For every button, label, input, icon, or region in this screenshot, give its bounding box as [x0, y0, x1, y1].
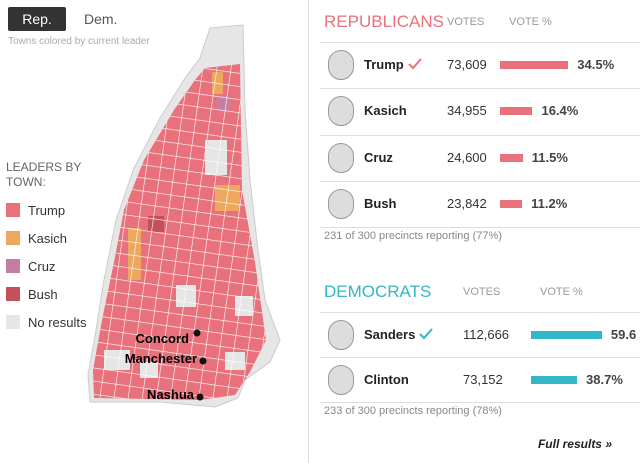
city-label: Concord [135, 331, 189, 346]
candidate-name: Clinton [364, 371, 409, 387]
legend-swatch [6, 315, 20, 329]
dem-tab[interactable]: Dem. [84, 11, 118, 27]
winner-check [419, 327, 434, 339]
avatar [328, 142, 354, 173]
section-title: REPUBLICANS [324, 12, 444, 31]
legend-title: LEADERS BY TOWN: [6, 160, 82, 189]
map [87, 24, 281, 408]
row-rule [320, 134, 640, 136]
vote-bar [531, 330, 602, 339]
row-rule [320, 227, 640, 229]
legend-label: Trump [28, 203, 66, 218]
candidate-name: Cruz [364, 149, 393, 165]
vote-pct: 34.5% [577, 57, 615, 73]
row-rule [320, 312, 640, 313]
votes: 73,609 [447, 57, 487, 73]
row-rule [320, 357, 640, 358]
row-rule [320, 88, 640, 90]
reporting: 233 of 300 precincts reporting (78%) [324, 405, 502, 417]
rep-tab[interactable]: Rep. [8, 7, 66, 31]
section-title: DEMOCRATS [324, 282, 432, 301]
candidate-name: Trump [364, 57, 422, 72]
legend-swatch [6, 259, 20, 273]
winner-check [408, 58, 422, 70]
column-header: VOTE % [540, 286, 583, 298]
legend-swatch [6, 231, 20, 245]
vote-pct: 38.7% [586, 371, 623, 387]
candidate-name: Bush [364, 196, 397, 212]
legend-label: No results [28, 315, 87, 330]
legend-label: Kasich [28, 231, 68, 246]
votes: 23,842 [447, 196, 487, 212]
column-header: VOTES [447, 16, 485, 28]
legend-label: Bush [28, 287, 58, 302]
candidate-name: Sanders [364, 327, 434, 342]
votes: 112,666 [463, 326, 510, 342]
vote-pct: 11.5% [531, 149, 568, 165]
row-rule [320, 180, 640, 182]
avatar [328, 189, 354, 220]
city-label: Nashua [147, 387, 194, 402]
legend-swatch [6, 287, 20, 301]
legend-swatch [6, 203, 20, 217]
vote-bar [500, 107, 533, 116]
city-label: Manchester [124, 351, 197, 366]
reporting: 231 of 300 precincts reporting (77%) [324, 230, 502, 243]
avatar [328, 96, 354, 127]
row-rule [320, 402, 640, 403]
full-results-link[interactable]: Full results » [537, 437, 612, 451]
column-header: VOTES [463, 286, 501, 298]
vote-bar [500, 200, 523, 209]
vote-pct: 59.6 [610, 326, 637, 342]
vote-pct: 16.4% [541, 103, 579, 119]
avatar [328, 319, 354, 350]
votes: 24,600 [447, 149, 487, 165]
row-rule [320, 42, 640, 43]
avatar [328, 50, 354, 81]
candidate-name: Kasich [364, 103, 407, 119]
legend-label: Cruz [28, 259, 56, 274]
divider [308, 0, 309, 463]
map-note: Towns colored by current leader [8, 36, 150, 47]
votes: 34,955 [447, 103, 487, 119]
vote-bar [531, 375, 578, 384]
vote-bar [500, 61, 569, 70]
vote-pct: 11.2% [531, 196, 568, 212]
avatar [328, 364, 354, 395]
vote-bar [500, 153, 523, 162]
votes: 73,152 [463, 371, 503, 387]
column-header: VOTE % [509, 16, 552, 28]
